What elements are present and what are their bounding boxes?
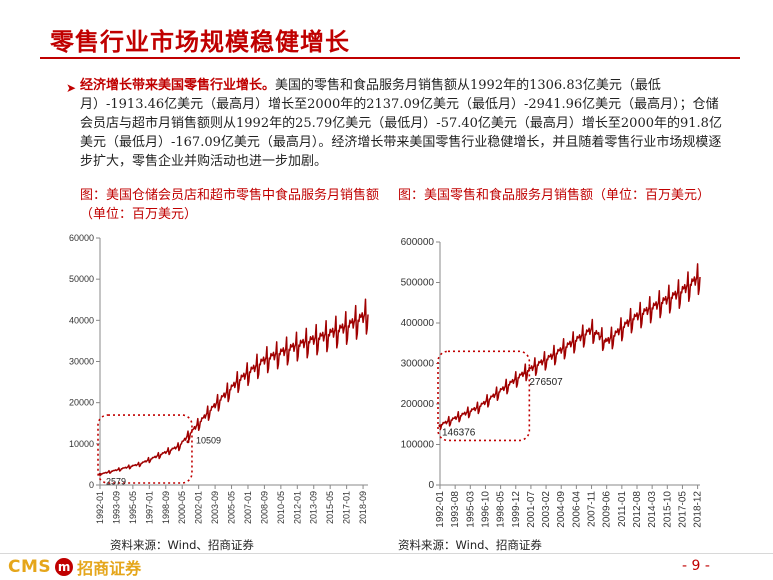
series-line	[439, 263, 701, 431]
x-tick-label: 2018-09	[358, 491, 368, 524]
x-tick-label: 1995-03	[465, 491, 476, 528]
y-tick-label: 30000	[69, 357, 94, 367]
x-tick-label: 2000-05	[177, 491, 187, 524]
annotation-label: 10509	[196, 436, 221, 446]
x-tick-label: 1997-01	[144, 491, 154, 524]
x-tick-label: 2012-01	[292, 491, 302, 524]
x-tick-label: 1995-05	[128, 491, 138, 524]
annotation-label: 2579	[106, 476, 126, 486]
annotation-label: 146376	[442, 428, 476, 439]
bullet-paragraph: 经济增长带来美国零售行业增长。美国的零售和食品服务月销售额从1992年的1306…	[80, 76, 730, 171]
x-tick-label: 1998-09	[161, 491, 171, 524]
series-line	[99, 298, 369, 477]
x-tick-label: 2006-04	[571, 491, 582, 528]
right-chart: 0 100000 200000 300000 400000 500000 600000 199…	[401, 237, 704, 528]
x-tick-label: 1998-05	[496, 491, 507, 528]
x-tick-label: 2012-08	[632, 491, 643, 528]
right-chart-source: 资料来源：Wind、招商证券	[398, 538, 542, 552]
x-tick-label: 2007-01	[243, 491, 253, 524]
highlight-box	[437, 350, 531, 442]
x-tick-label: 2017-01	[342, 491, 352, 524]
x-tick-label: 2015-05	[325, 491, 335, 524]
x-tick-label: 2011-01	[617, 491, 628, 527]
y-tick-label: 60000	[69, 233, 94, 243]
company-logo: CMS m 招商证券	[8, 556, 141, 578]
page-title: 零售行业市场规模稳健增长	[50, 28, 350, 56]
x-tick-label: 1993-08	[450, 491, 461, 528]
annotation-label: 276507	[529, 377, 563, 388]
title-divider	[40, 57, 740, 59]
y-tick-label: 100000	[401, 440, 435, 451]
footer-divider	[0, 553, 773, 554]
y-tick-label: 40000	[69, 315, 94, 325]
annotation-point	[186, 440, 190, 444]
x-tick-label: 1999-12	[511, 491, 522, 528]
x-tick-label: 1996-10	[480, 491, 491, 528]
y-tick-label: 50000	[69, 274, 94, 284]
x-tick-label: 1992-01	[435, 491, 446, 528]
left-chart-source: 资料来源：Wind、招商证券	[110, 538, 254, 552]
y-tick-label: 10000	[69, 439, 94, 449]
y-tick-label: 20000	[69, 398, 94, 408]
x-tick-label: 2003-02	[541, 491, 552, 528]
right-chart-caption: 图：美国零售和食品服务月销售额（单位：百万美元）	[398, 188, 711, 203]
bullet-text: 美国的零售和食品服务月销售额从1992年的1306.83亿美元（最低月）-191…	[80, 78, 722, 169]
x-tick-label: 2007-11	[587, 491, 598, 527]
left-chart-caption: 图：美国仓储会员店和超市零售中食品服务月销售额（单位：百万美元）	[80, 188, 380, 222]
x-tick-label: 1992-01	[95, 491, 105, 524]
page-number: - 9 -	[682, 558, 710, 574]
x-tick-label: 2001-07	[526, 491, 537, 528]
y-tick-label: 200000	[401, 399, 435, 410]
x-tick-label: 2004-09	[556, 491, 567, 528]
y-tick-label: 0	[89, 480, 94, 490]
x-tick-label: 2009-06	[602, 491, 613, 528]
bullet-arrow-icon: ➤	[66, 81, 77, 95]
y-tick-label: 0	[428, 480, 434, 491]
bullet-lead: 经济增长带来美国零售行业增长。	[80, 78, 276, 93]
x-tick-label: 2017-05	[677, 491, 688, 528]
x-tick-label: 2008-09	[259, 491, 269, 524]
y-tick-label: 400000	[401, 318, 435, 329]
x-tick-label: 2018-12	[693, 491, 704, 528]
x-tick-label: 2003-09	[210, 491, 220, 524]
x-tick-label: 2014-03	[647, 491, 658, 528]
logo-mark-icon: m	[55, 558, 74, 576]
annotation-point	[438, 424, 442, 428]
annotation-point	[523, 371, 527, 375]
annotation-point	[98, 472, 102, 476]
y-tick-label: 300000	[401, 359, 435, 370]
x-tick-label: 2015-10	[662, 491, 673, 528]
x-tick-label: 2002-01	[194, 491, 204, 524]
x-tick-label: 1993-09	[111, 491, 121, 524]
x-tick-label: 2005-05	[227, 491, 237, 524]
logo-cn-text: 招商证券	[77, 559, 142, 578]
left-chart: 0 10000 20000 30000 40000 50000 60000 1992-01 19…	[69, 233, 369, 524]
x-tick-label: 2013-09	[309, 491, 319, 524]
highlight-box	[97, 414, 193, 484]
logo-cms-text: CMS	[8, 557, 52, 577]
y-tick-label: 600000	[401, 237, 435, 248]
x-tick-label: 2010-05	[276, 491, 286, 524]
y-tick-label: 500000	[401, 278, 435, 289]
